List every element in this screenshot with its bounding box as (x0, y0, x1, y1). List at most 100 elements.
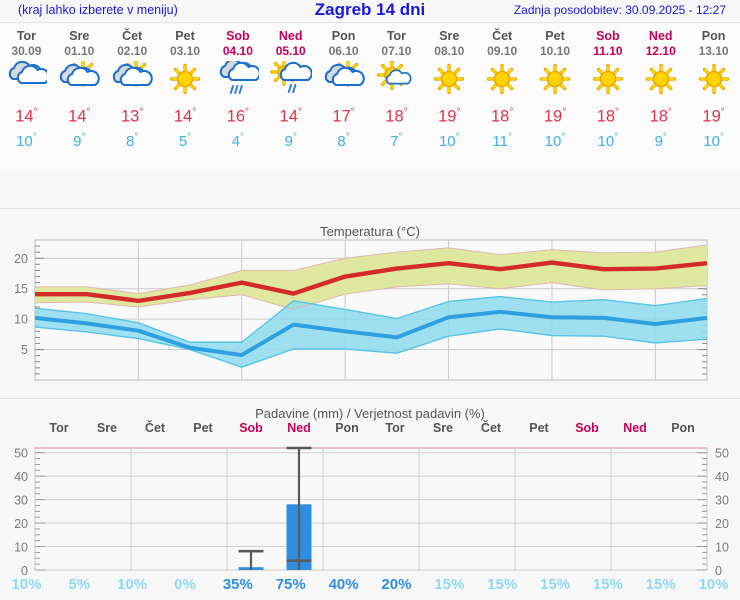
precip-y-tick-label-left: 40 (14, 470, 28, 484)
precip-day-label: Tor (385, 421, 404, 435)
day-name: Pon (331, 29, 356, 43)
degree-symbol: ° (33, 107, 38, 118)
precip-day-label: Sob (239, 421, 263, 435)
day-name: Pon (701, 29, 726, 43)
day-min-value: 11 (492, 132, 508, 150)
day-min-temp: 8° (337, 128, 349, 152)
temp-max-band-lower-edge (34, 282, 708, 310)
temp-min-band-lower-edge (34, 326, 708, 368)
day-max-temp: 14° (15, 102, 37, 128)
degree-symbol: ° (350, 107, 355, 118)
degree-symbol: ° (32, 131, 37, 143)
precip-day-label: Čet (481, 420, 502, 435)
degree-symbol: ° (345, 131, 350, 143)
precip-day-label: Čet (145, 420, 166, 435)
temp-y-tick-label: 5 (21, 343, 28, 357)
degree-symbol: ° (562, 107, 567, 118)
cloudy-icon (5, 60, 48, 100)
degree-symbol: ° (86, 107, 91, 118)
day-name: Sob (226, 29, 250, 43)
precip-probability-label: 10% (11, 576, 42, 593)
day-max-value: 14 (68, 107, 87, 126)
day-min-value: 10 (438, 132, 456, 150)
last-update-text: Zadnja posodobitev: 30.09.2025 - 12:27 (513, 3, 726, 17)
day-column[interactable]: Tor 30.09 14° 10° (0, 24, 53, 169)
page-title: Zagreb 14 dni (314, 0, 426, 19)
temp-min-band-upper-edge (34, 295, 708, 343)
temp-y-tick-label: 20 (14, 252, 28, 266)
day-min-temp: 11° (492, 128, 512, 152)
degree-symbol: ° (615, 107, 620, 118)
degree-symbol: ° (139, 107, 144, 118)
day-column[interactable]: Ned 12.10 18° 9° (634, 24, 687, 169)
day-column[interactable]: Pon 13.10 19° 10° (687, 24, 740, 169)
day-min-temp: 10° (16, 128, 37, 152)
day-max-value: 16 (226, 107, 246, 126)
sunny-icon (164, 60, 206, 100)
section-divider-bottom (0, 398, 740, 399)
day-min-temp: 10° (703, 128, 724, 152)
sunny-icon (481, 60, 523, 100)
day-max-temp: 18° (491, 102, 513, 128)
degree-symbol: ° (614, 131, 619, 143)
day-column[interactable]: Pon 06.10 17° 8° (317, 24, 370, 169)
day-column[interactable]: Sre 01.10 14° 9° (53, 24, 106, 169)
day-min-value: 9 (284, 132, 293, 150)
day-max-value: 18 (649, 107, 668, 126)
day-column[interactable]: Ned 05.10 14° 9° (264, 24, 317, 169)
temp-max-line (35, 260, 708, 304)
day-max-value: 14 (279, 107, 298, 126)
degree-symbol: ° (192, 107, 197, 118)
page-header: (kraj lahko izberete v meniju) Zagreb 14… (0, 0, 740, 23)
day-column[interactable]: Sob 04.10 16° 4° (211, 24, 264, 169)
precip-day-label: Pon (335, 421, 359, 435)
precip-y-tick-label-right: 0 (715, 564, 722, 576)
day-date: 02.10 (117, 44, 148, 58)
day-min-value: 10 (597, 132, 615, 150)
day-min-value: 10 (703, 132, 720, 150)
day-date: 05.10 (275, 44, 306, 58)
precip-y-tick-label-right: 50 (715, 447, 729, 461)
day-column[interactable]: Čet 02.10 13° 8° (106, 24, 159, 169)
day-max-value: 19 (702, 107, 721, 126)
day-max-temp: 19° (544, 102, 566, 128)
precip-probability-label: 15% (487, 576, 518, 593)
partly-sunny-icon (323, 60, 365, 100)
day-min-value: 8 (125, 132, 135, 150)
precip-day-label: Pon (671, 421, 695, 435)
precip-probability-label: 15% (645, 576, 676, 593)
precip-probability-label: 10% (698, 576, 729, 593)
day-min-value: 4 (231, 132, 241, 150)
degree-symbol: ° (507, 131, 512, 143)
day-max-value: 18 (596, 107, 616, 126)
day-min-value: 9 (73, 132, 82, 150)
daily-forecast-strip: Tor 30.09 14° 10° Sre 01.10 14° 9° Čet 02.10 13° 8°… (0, 24, 740, 169)
precip-y-tick-label-left: 10 (14, 541, 28, 555)
day-name: Tor (16, 29, 37, 43)
day-name: Čet (122, 29, 143, 43)
day-column[interactable]: Pet 10.10 19° 10° (529, 24, 582, 169)
precip-probability-label: 15% (592, 576, 623, 593)
day-name: Tor (386, 29, 407, 43)
degree-symbol: ° (297, 107, 302, 118)
precip-probability-label: 15% (434, 576, 465, 593)
temperature-chart: 5 10 15 20 (0, 222, 740, 392)
degree-symbol: ° (245, 107, 250, 118)
day-date: 13.10 (698, 44, 729, 58)
day-min-temp: 10° (439, 128, 460, 152)
day-max-value: 14 (15, 107, 34, 126)
day-max-temp: 19° (702, 102, 724, 128)
day-max-temp: 18° (597, 102, 619, 128)
day-name: Pet (545, 29, 565, 43)
day-column[interactable]: Tor 07.10 18° 7° (370, 24, 423, 169)
day-column[interactable]: Sob 11.10 18° 10° (581, 24, 634, 169)
degree-symbol: ° (719, 131, 724, 143)
temp-min-line (34, 309, 708, 358)
precip-y-tick-label-left: 20 (14, 517, 28, 531)
day-column[interactable]: Pet 03.10 14° 5° (159, 24, 212, 169)
day-max-value: 18 (385, 107, 404, 126)
day-max-temp: 14° (174, 102, 196, 128)
day-column[interactable]: Sre 08.10 19° 10° (423, 24, 476, 169)
day-column[interactable]: Čet 09.10 18° 11° (476, 24, 529, 169)
day-min-value: 9 (654, 132, 663, 150)
